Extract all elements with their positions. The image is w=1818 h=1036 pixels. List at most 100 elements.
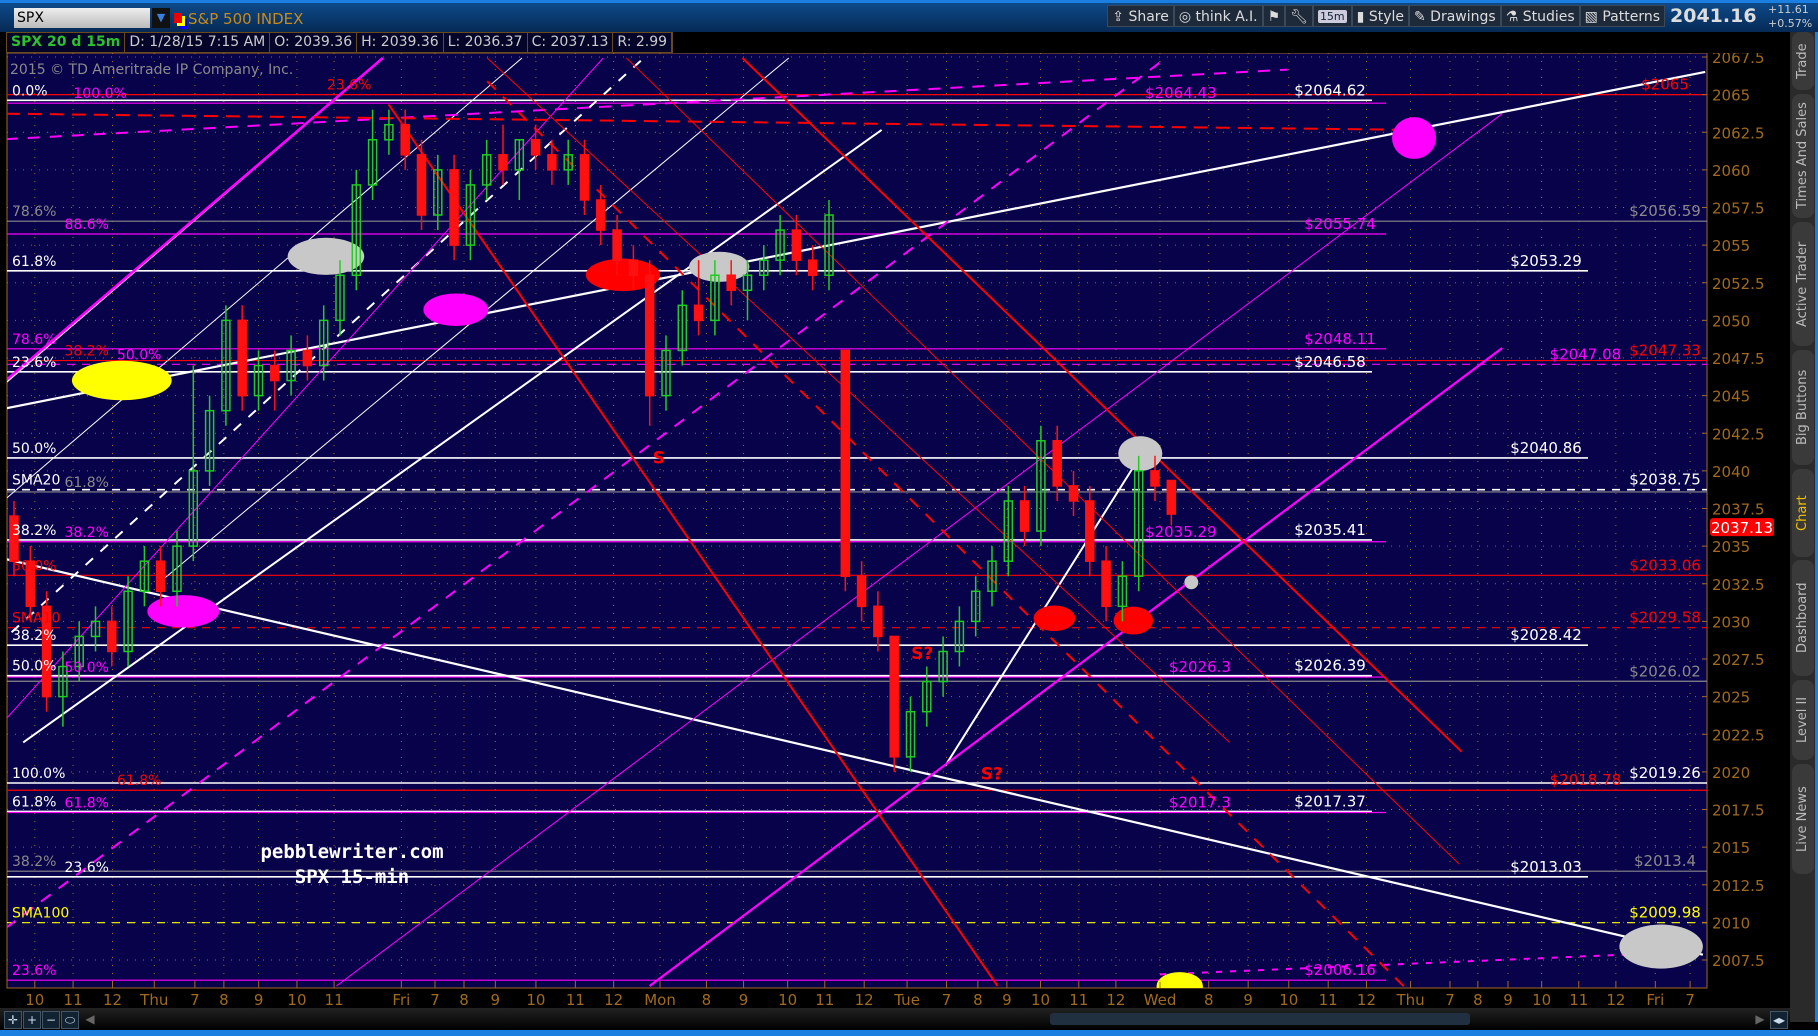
study-label[interactable]: SPX 20 d 15m (7, 33, 126, 52)
candle-body (286, 349, 296, 382)
last-price: 2041.16 (1670, 5, 1757, 27)
candle-body (759, 259, 769, 276)
crosshair-icon[interactable]: ✛ (4, 1011, 22, 1029)
candle-body (123, 590, 133, 653)
candle-body (824, 214, 834, 276)
x-tick-label: 8 (973, 991, 983, 1008)
side-tab-live-news[interactable]: Live News (1792, 764, 1814, 874)
scroll-left-icon[interactable]: ◀ (85, 1012, 95, 1026)
fib-level-label: 50.0% (117, 347, 161, 363)
top-toolbar: SPX ▼ S&P 500 INDEX ⇪ Share ◎ think A.I.… (0, 0, 1818, 32)
candle-body (221, 319, 231, 412)
candle-body (481, 154, 492, 186)
candle-body (840, 349, 851, 577)
x-tick-label: Thu (139, 991, 168, 1008)
candle-body (693, 304, 704, 322)
candle-body (661, 349, 671, 397)
y-tick-label: 2035 (1712, 538, 1750, 556)
price-chart[interactable]: 2015 © TD Ameritrade IP Company, Inc. peb… (0, 53, 1790, 1008)
highlight-ellipse (1033, 605, 1076, 632)
trendline (387, 103, 999, 987)
candle-body (1133, 470, 1144, 577)
drawings-button[interactable]: ✎ Drawings (1408, 5, 1501, 27)
x-tick-label: 9 (491, 991, 501, 1008)
candle-body (579, 154, 590, 201)
scrollbar-thumb[interactable] (1050, 1013, 1470, 1025)
x-tick-label: 8 (1473, 991, 1483, 1008)
candle-body (204, 409, 215, 472)
side-tab-active-trader[interactable]: Active Trader (1792, 222, 1814, 346)
plot-layer (7, 53, 1707, 988)
x-tick-label: 11 (64, 991, 83, 1008)
chart-area[interactable]: 2015 © TD Ameritrade IP Company, Inc. peb… (0, 53, 1790, 1008)
fib-level-label: 38.2% (12, 854, 56, 870)
price-level-label: $2040.86 (1510, 439, 1582, 457)
x-tick-label: 11 (325, 991, 344, 1008)
side-tab-dashboard[interactable]: Dashboard (1792, 560, 1814, 676)
candle-body (318, 319, 329, 367)
ohlc-info-bar: SPX 20 d 15m D: 1/28/15 7:15 AM O: 2039.… (6, 32, 674, 53)
timeframe-button[interactable]: 15m (1312, 5, 1352, 27)
y-tick-label: 2022.5 (1712, 726, 1765, 744)
x-tick-label: 7 (1685, 991, 1695, 1008)
bar-range: R: 2.99 (613, 33, 673, 52)
price-level-label: $2019.26 (1629, 764, 1701, 782)
candle-body (1085, 500, 1095, 562)
candle-body (1036, 440, 1046, 532)
side-tab-trade[interactable]: Trade (1792, 32, 1814, 90)
highlight-ellipse (71, 360, 172, 401)
side-tab-big-buttons[interactable]: Big Buttons (1792, 350, 1814, 465)
highlight-ellipse (689, 251, 750, 282)
side-tab-chart[interactable]: Chart (1792, 469, 1814, 557)
expand-icon[interactable]: ◂▸ (1770, 1011, 1788, 1029)
fib-level-label: 61.8% (64, 475, 108, 491)
fib-level-label: 100.0% (73, 86, 126, 102)
price-level-label: $2065 (1641, 76, 1689, 94)
candle-body (628, 259, 639, 276)
drawing-tools-button[interactable]: ⚑ (1262, 5, 1286, 27)
flag-icon: ⚑ (1267, 9, 1281, 25)
candle-body (1150, 470, 1160, 487)
trendline (336, 113, 1503, 987)
price-level-label: $2026.02 (1629, 662, 1701, 680)
zoom-box-icon[interactable]: ⬭ (61, 1011, 79, 1029)
candle-body (172, 545, 182, 593)
x-tick-label: 10 (778, 991, 797, 1008)
patterns-button[interactable]: ▧ Patterns (1579, 5, 1665, 27)
watermark-text: pebblewriter.com (260, 841, 443, 863)
zoom-in-icon[interactable]: + (23, 1011, 41, 1029)
highlight-ellipse (1113, 606, 1154, 635)
studies-button[interactable]: ⚗ Studies (1500, 5, 1580, 27)
y-tick-label: 2050 (1712, 312, 1750, 330)
side-tab-times-and-sales[interactable]: Times And Sales (1792, 94, 1814, 218)
side-tab-level-ii[interactable]: Level II (1792, 680, 1814, 760)
share-button[interactable]: ⇪ Share (1107, 5, 1174, 27)
zoom-out-icon[interactable]: − (42, 1011, 60, 1029)
fib-level-label: 38.2% (64, 525, 108, 541)
bottom-scrollbar[interactable]: ✛ + − ⬭ ◀ ▶ ◂▸ (0, 1008, 1790, 1030)
symbol-link-icon[interactable] (174, 13, 182, 23)
think-ai-button[interactable]: ◎ think A.I. (1173, 5, 1263, 27)
x-tick-label: 9 (254, 991, 264, 1008)
candle-body (775, 229, 785, 261)
settings-button[interactable]: 🔧︎ (1285, 5, 1313, 27)
style-button[interactable]: ▮ Style (1351, 5, 1409, 27)
candle-body (465, 184, 476, 246)
candle-body (351, 184, 362, 276)
candle-body (596, 199, 606, 231)
symbol-input[interactable]: SPX (14, 8, 150, 28)
trendline (741, 57, 1463, 753)
price-level-label: $2064.62 (1294, 81, 1366, 99)
highlight-ellipse (423, 293, 489, 326)
highlight-ellipse (1619, 924, 1703, 969)
symbol-dropdown-icon[interactable]: ▼ (152, 8, 170, 28)
candle-body (498, 154, 508, 171)
candle-body (139, 560, 150, 593)
x-tick-label: 10 (1031, 991, 1050, 1008)
x-tick-label: 10 (25, 991, 44, 1008)
fib-level-label: 23.6% (12, 355, 56, 371)
fib-level-label: 88.6% (64, 217, 108, 233)
toolbar-buttons: ⇪ Share ◎ think A.I. ⚑ 🔧︎ 15m ▮ Style ✎ … (1107, 5, 1665, 27)
scroll-right-icon[interactable]: ▶ (1755, 1012, 1765, 1026)
candle-body (270, 364, 280, 382)
